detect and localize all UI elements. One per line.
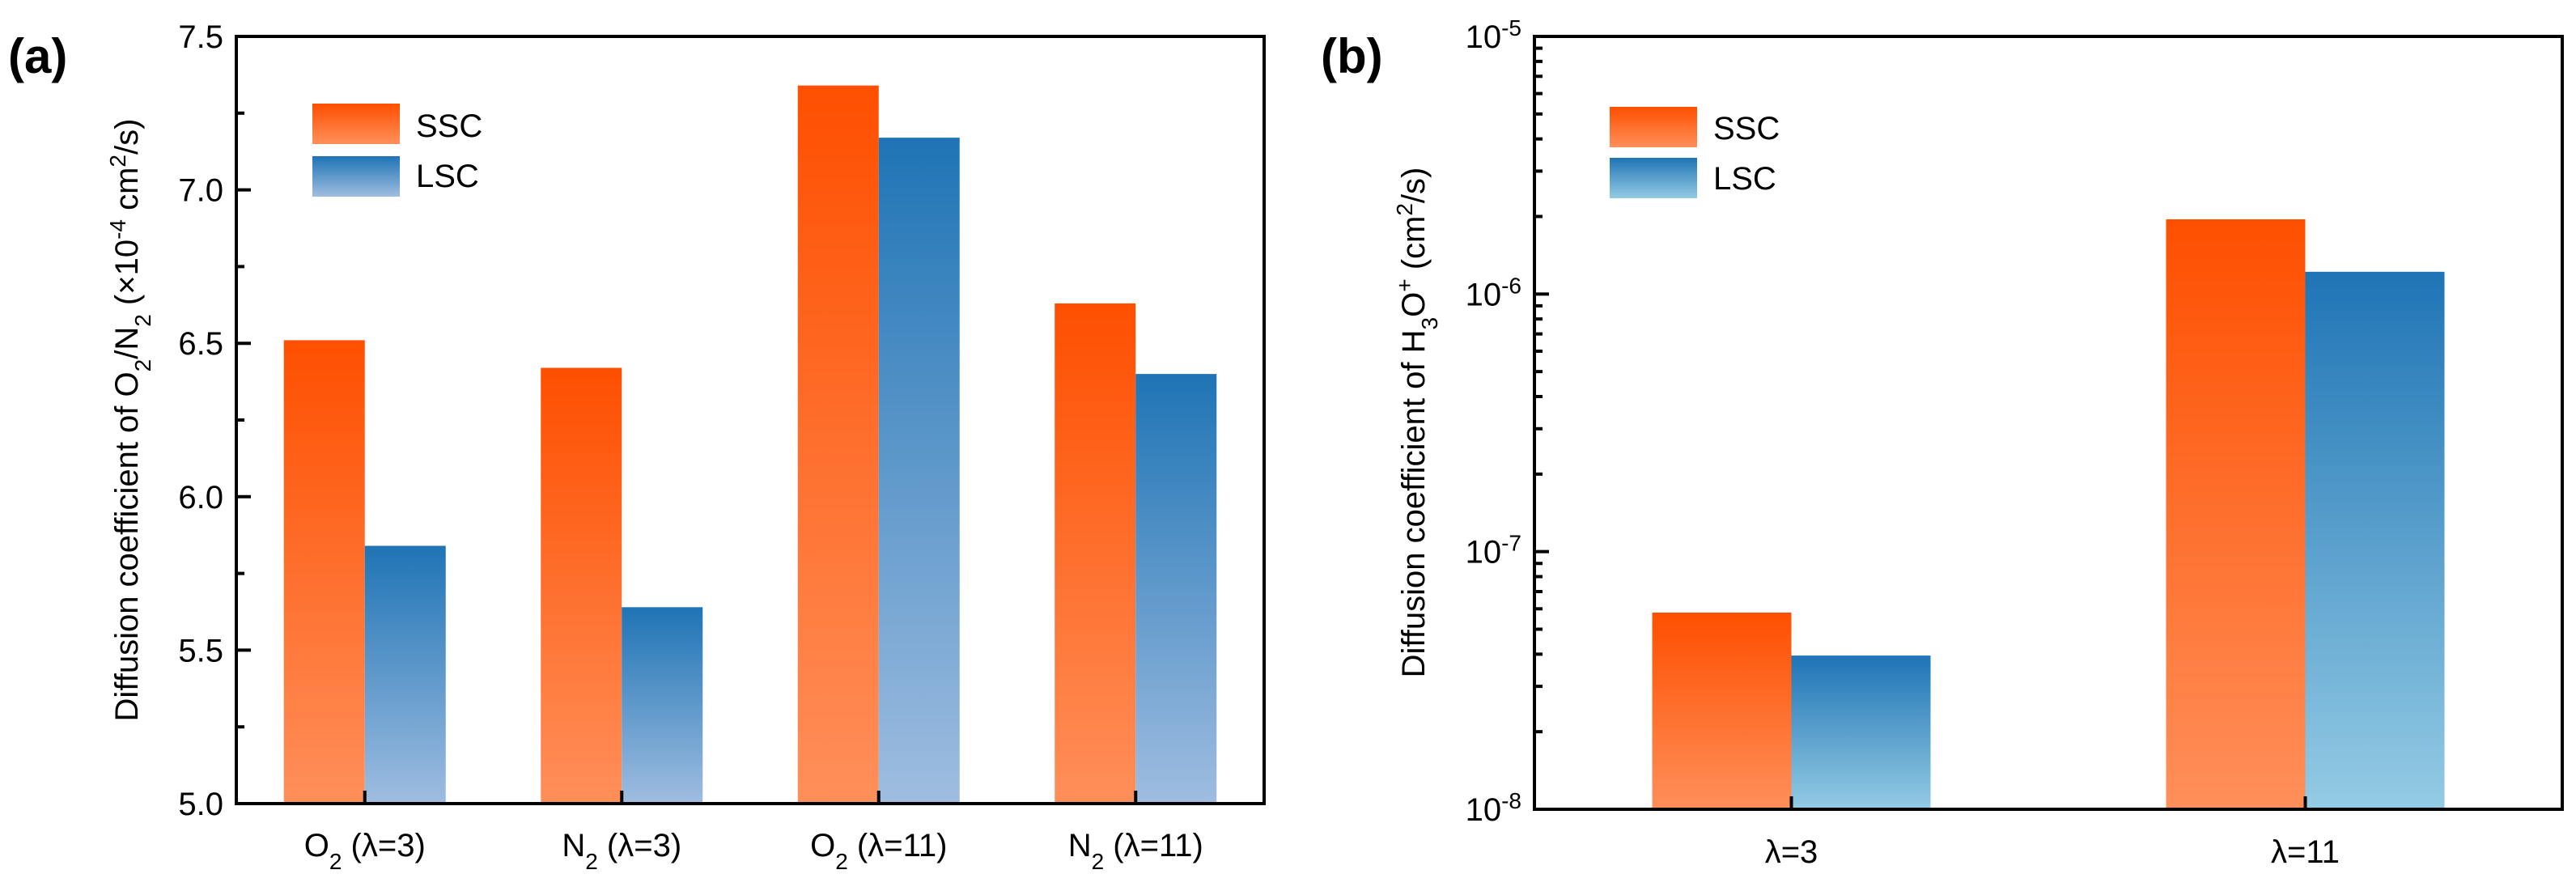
bar-lsc-3 xyxy=(878,138,960,804)
bar-ssc-4 xyxy=(1055,303,1136,804)
panel-label-a: (a) xyxy=(8,29,67,83)
plot-frame-b xyxy=(1533,35,2564,811)
panel-label-b: (b) xyxy=(1321,29,1383,83)
bar-ssc-3 xyxy=(797,85,879,804)
bar-ssc-2 xyxy=(541,367,622,804)
y-tick-label: 10-5 xyxy=(1466,15,1521,56)
legend-swatch-ssc xyxy=(312,104,400,144)
x-tick-label: λ=11 xyxy=(2271,834,2340,870)
y-tick-label: 7.0 xyxy=(178,173,223,209)
y-tick-label: 7.5 xyxy=(178,19,223,55)
y-tick-label: 10-8 xyxy=(1466,788,1521,829)
bar-lsc-2 xyxy=(622,607,703,804)
y-tick-label: 10-7 xyxy=(1466,530,1521,571)
y-tick-label: 5.5 xyxy=(178,633,223,668)
x-tick-label: N2 (λ=11) xyxy=(1068,828,1203,874)
legend-swatch-ssc xyxy=(1610,107,1697,147)
x-tick-label: λ=3 xyxy=(1765,834,1818,870)
y-tick-label: 6.0 xyxy=(178,480,223,516)
y-axis-label-a: Diffusion coefficient of O2/N2 (×10-4 cm… xyxy=(105,119,155,722)
bar-lsc-2 xyxy=(2305,271,2445,809)
bar-ssc-2 xyxy=(2166,219,2306,810)
bar-lsc-1 xyxy=(364,545,446,804)
legend-label-ssc: SSC xyxy=(1713,111,1780,146)
bar-ssc-1 xyxy=(283,340,365,804)
y-tick-label: 6.5 xyxy=(178,326,223,362)
y-tick-label: 10-6 xyxy=(1466,273,1521,313)
x-tick-label: N2 (λ=3) xyxy=(562,828,681,874)
bar-lsc-1 xyxy=(1791,656,1931,809)
legend-a: SSC LSC xyxy=(312,104,482,197)
x-tick-label: O2 (λ=3) xyxy=(304,828,426,874)
legend-swatch-lsc xyxy=(312,156,400,197)
legend-swatch-lsc xyxy=(1610,158,1697,198)
legend-label-lsc: LSC xyxy=(416,159,479,194)
legend-label-lsc: LSC xyxy=(1713,161,1776,197)
chart-panel-a: (a) O2 (λ=3) N2 (λ=3) O2 (λ=11) N2 (λ=11) 5.… xyxy=(8,19,1266,874)
y-tick-label: 5.0 xyxy=(178,787,223,822)
y-axis-label-b: Diffusion coefficient of H3O+ (cm2/s) xyxy=(1392,168,1442,678)
chart-panel-b: (b) λ=3 λ=11 10-8 10-7 10-6 10-5 Diffusion co… xyxy=(1321,15,2564,870)
legend-label-ssc: SSC xyxy=(416,108,482,144)
bar-lsc-4 xyxy=(1135,374,1217,804)
x-tick-label: O2 (λ=11) xyxy=(810,828,947,874)
legend-b: SSC LSC xyxy=(1610,107,1780,198)
bar-ssc-1 xyxy=(1652,612,1792,809)
